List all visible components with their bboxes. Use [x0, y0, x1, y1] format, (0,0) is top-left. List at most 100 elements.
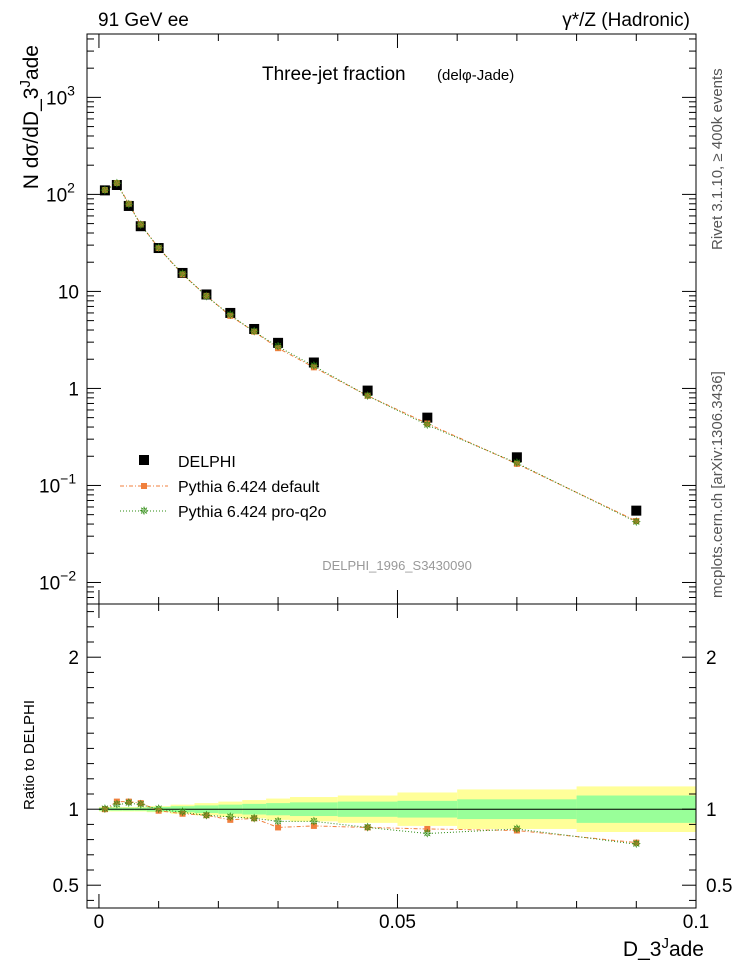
data-point-mc2: ✵: [154, 241, 164, 255]
ratio-point-mc1: [113, 798, 120, 805]
side-label-mcplots: mcplots.cern.ch [arXiv:1306.3436]: [709, 371, 726, 598]
data-point-mc2: ✵: [631, 515, 641, 529]
ratio-point-mc1: [101, 806, 108, 813]
x-tick-label: 0.1: [683, 912, 709, 933]
ratio-point-mc2: ✵: [124, 796, 134, 810]
y-axis-label-top: N dσ/dD_3Jade: [17, 45, 43, 189]
ratio-point-mc2: ✵: [177, 805, 187, 819]
ratio-point-mc2: ✵: [225, 810, 235, 824]
data-point-mc2: ✵: [249, 325, 259, 339]
data-point-mc2: ✵: [136, 218, 146, 232]
legend-label-mc1: Pythia 6.424 default: [178, 479, 320, 496]
data-point-delphi: [631, 505, 642, 516]
data-point-mc1: [137, 221, 144, 228]
y-tick-label-top: 10−1: [39, 470, 76, 497]
legend-marker-mc1: [141, 483, 147, 489]
data-point-mc1: [179, 271, 186, 278]
data-point-mc2: ✵: [309, 359, 319, 373]
data-point-mc2: ✵: [100, 183, 110, 197]
data-point-delphi: [308, 357, 319, 368]
data-point-mc1: [251, 328, 258, 335]
data-point-mc1: [310, 364, 317, 371]
data-point-mc1: [113, 180, 120, 187]
y-tick-label-top: 103: [46, 82, 75, 109]
data-point-mc2: ✵: [225, 308, 235, 322]
axes: 0 0.05 0.1 10−2 10−1 1 10 102 103 0.5 0.5 1 1 2 2: [39, 33, 732, 933]
data-point-mc2: ✵: [124, 197, 134, 211]
data-point-mc1: [227, 312, 234, 319]
side-label-rivet: Rivet 3.1.10, ≥ 400k events: [709, 68, 726, 250]
legend-marker-delphi: [139, 455, 149, 465]
ratio-point-mc1: [364, 824, 371, 831]
ratio-point-mc2: ✵: [201, 808, 211, 822]
y-tick-label-ratio: 2: [68, 648, 79, 669]
data-point-mc1: [203, 292, 210, 299]
y-tick-label-ratio: 0.5: [53, 876, 79, 897]
ratio-panel-frame: [86, 603, 697, 909]
ratio-point-mc2: ✵: [422, 827, 432, 841]
ratio-uncertainty-bands: [98, 786, 696, 832]
ratio-point-mc2: ✵: [100, 802, 110, 816]
x-tick-label: 0.05: [379, 912, 416, 933]
ratio-point-mc1: [633, 839, 640, 846]
ratio-point-mc1: [125, 798, 132, 805]
data-point-mc2: ✵: [422, 418, 432, 432]
data-points: ✵✵✵✵✵✵✵✵✵✵✵✵✵✵✵✵✵✵✵✵✵✵✵✵✵✵✵✵✵✵: [100, 177, 641, 851]
data-point-mc1: [513, 460, 520, 467]
analysis-id: DELPHI_1996_S3430090: [322, 558, 472, 573]
data-point-mc1: [125, 200, 132, 207]
ratio-point-mc1: [203, 812, 210, 819]
ratio-point-mc2: ✵: [363, 820, 373, 834]
data-point-mc1: [101, 186, 108, 193]
ratio-point-mc1: [424, 825, 431, 832]
ratio-point-mc2: ✵: [631, 837, 641, 851]
data-point-delphi: [362, 385, 373, 396]
y-tick-label-ratio-right: 0.5: [706, 876, 732, 897]
data-point-mc2: ✵: [177, 267, 187, 281]
y-tick-label-top: 10−2: [39, 567, 76, 594]
ratio-point-mc1: [251, 815, 258, 822]
data-point-delphi: [511, 452, 522, 463]
plot-subtitle: (delφ-Jade): [437, 67, 514, 84]
header-right: γ*/Z (Hadronic): [562, 10, 690, 31]
data-point-delphi: [273, 337, 284, 348]
header-left: 91 GeV ee: [98, 10, 189, 31]
data-point-mc1: [424, 420, 431, 427]
x-tick-label: 0: [94, 912, 105, 933]
ratio-point-mc2: ✵: [154, 802, 164, 816]
ratio-point-mc2: ✵: [273, 814, 283, 828]
data-point-delphi: [422, 412, 433, 423]
ratio-point-mc1: [155, 807, 162, 814]
data-point-mc1: [364, 392, 371, 399]
legend-marker-mc2: ✵: [139, 504, 149, 518]
data-point-mc2: ✵: [363, 389, 373, 403]
data-point-mc2: ✵: [201, 289, 211, 303]
ratio-point-mc1: [179, 810, 186, 817]
y-axis-label-ratio: Ratio to DELPHI: [21, 700, 38, 810]
series-line-mc2: [104, 182, 637, 523]
data-point-mc2: ✵: [112, 177, 122, 191]
y-tick-label-ratio-right: 1: [706, 800, 717, 821]
ratio-point-mc1: [310, 822, 317, 829]
ratio-point-mc2: ✵: [112, 798, 122, 812]
ratio-point-mc1: [275, 824, 282, 831]
legend-label-mc2: Pythia 6.424 pro-q2o: [178, 504, 327, 521]
ratio-point-mc2: ✵: [136, 798, 146, 812]
data-point-mc1: [633, 518, 640, 525]
ratio-point-mc1: [513, 827, 520, 834]
data-point-mc2: ✵: [512, 456, 522, 470]
ratio-point-mc1: [227, 816, 234, 823]
ratio-point-mc2: ✵: [249, 811, 259, 825]
ratio-point-mc2: ✵: [512, 822, 522, 836]
y-tick-label-top: 10: [58, 282, 79, 303]
y-tick-label-top: 102: [46, 179, 75, 206]
y-tick-label-top: 1: [68, 379, 79, 400]
y-tick-label-ratio-right: 2: [706, 648, 717, 669]
legend: DELPHI Pythia 6.424 default ✵ Pythia 6.4…: [120, 454, 327, 521]
data-point-mc1: [275, 345, 282, 352]
legend-label-delphi: DELPHI: [178, 454, 236, 471]
y-tick-label-ratio: 1: [68, 800, 79, 821]
ratio-point-mc2: ✵: [309, 814, 319, 828]
x-axis-label: D_3Jade: [623, 935, 704, 961]
